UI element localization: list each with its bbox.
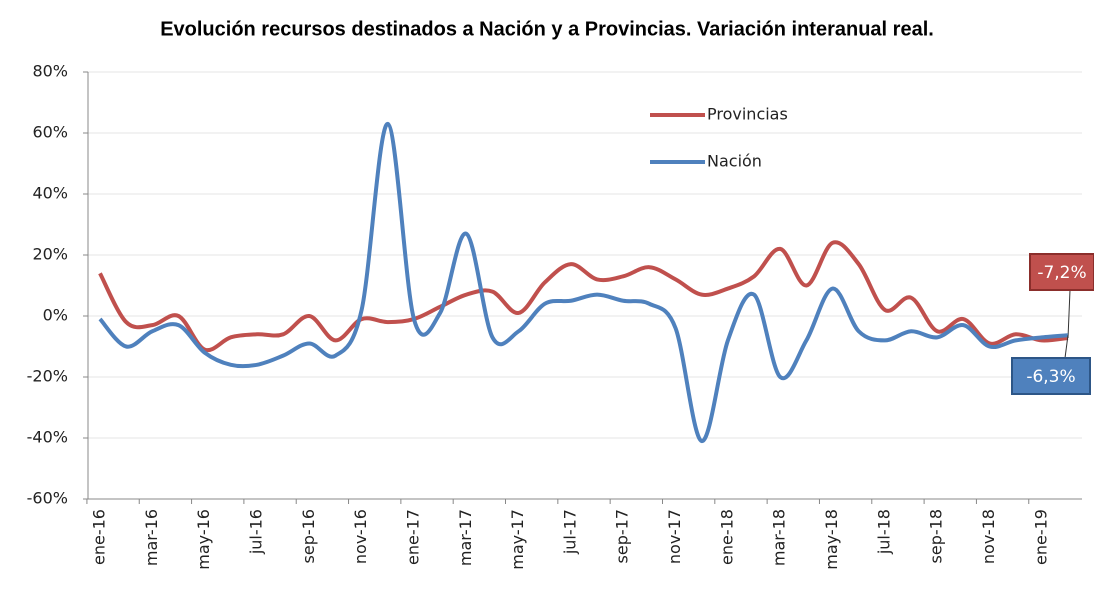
data-label: -7,2% — [1037, 263, 1086, 283]
x-tick-label: sep-18 — [927, 509, 946, 563]
y-tick-label: -60% — [27, 489, 68, 508]
x-tick-label: sep-17 — [613, 509, 632, 563]
x-tick-label: nov-16 — [351, 509, 370, 564]
series-line — [98, 121, 1069, 444]
x-tick-label: ene-19 — [1031, 509, 1050, 565]
data-label: -6,3% — [1026, 367, 1075, 387]
label-leader — [1067, 289, 1071, 338]
x-tick-label: may-16 — [194, 509, 213, 570]
x-tick-label: ene-17 — [403, 509, 422, 565]
x-tick-label: mar-17 — [456, 509, 475, 566]
x-tick-label: nov-18 — [979, 509, 998, 564]
y-tick-label: 60% — [32, 123, 68, 142]
x-tick-label: mar-18 — [770, 509, 789, 566]
x-tick-label: jul-16 — [246, 509, 265, 555]
x-tick-label: may-18 — [822, 509, 841, 570]
x-tick-label: ene-16 — [90, 509, 109, 565]
x-tick-label: sep-16 — [299, 509, 318, 563]
y-tick-label: 0% — [43, 306, 68, 325]
data-label-box — [1029, 253, 1094, 291]
y-tick-label: 40% — [32, 184, 68, 203]
x-tick-label: jul-17 — [560, 509, 579, 555]
x-tick-label: mar-16 — [142, 509, 161, 566]
y-tick-label: -20% — [27, 367, 68, 386]
legend-label: Provincias — [707, 105, 788, 124]
y-tick-label: 20% — [32, 245, 68, 264]
x-tick-label: nov-17 — [665, 509, 684, 564]
label-leader — [1064, 335, 1069, 359]
y-tick-label: 80% — [32, 62, 68, 81]
x-tick-label: ene-18 — [717, 509, 736, 565]
chart-title: Evolución recursos destinados a Nación y… — [160, 18, 934, 40]
data-label-box — [1011, 357, 1091, 395]
x-tick-label: may-17 — [508, 509, 527, 570]
legend-label: Nación — [707, 152, 762, 171]
x-tick-label: jul-18 — [874, 509, 893, 555]
y-tick-label: -40% — [27, 428, 68, 447]
series-line — [98, 240, 1069, 353]
